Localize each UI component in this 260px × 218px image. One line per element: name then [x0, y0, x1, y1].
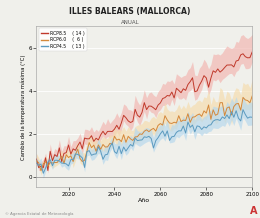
Text: © Agencia Estatal de Meteorología: © Agencia Estatal de Meteorología	[5, 212, 74, 216]
Y-axis label: Cambio de la temperatura máxima (°C): Cambio de la temperatura máxima (°C)	[21, 54, 26, 160]
Text: A: A	[250, 206, 257, 216]
Text: ANUAL: ANUAL	[121, 20, 139, 25]
Legend: RCP8.5    ( 14 ), RCP6.0    (  6 ), RCP4.5    ( 13 ): RCP8.5 ( 14 ), RCP6.0 ( 6 ), RCP4.5 ( 13…	[39, 29, 87, 51]
X-axis label: Año: Año	[138, 198, 150, 203]
Text: ILLES BALEARS (MALLORCA): ILLES BALEARS (MALLORCA)	[69, 7, 191, 15]
